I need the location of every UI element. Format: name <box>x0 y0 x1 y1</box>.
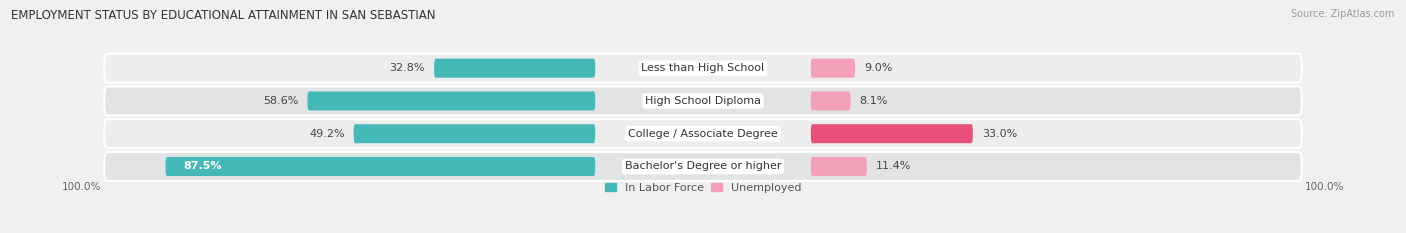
Text: High School Diploma: High School Diploma <box>645 96 761 106</box>
Text: Less than High School: Less than High School <box>641 63 765 73</box>
Text: 87.5%: 87.5% <box>184 161 222 171</box>
Text: Source: ZipAtlas.com: Source: ZipAtlas.com <box>1291 9 1395 19</box>
Text: 32.8%: 32.8% <box>389 63 425 73</box>
FancyBboxPatch shape <box>353 124 595 143</box>
Text: 8.1%: 8.1% <box>859 96 889 106</box>
Legend: In Labor Force, Unemployed: In Labor Force, Unemployed <box>605 183 801 193</box>
Text: 58.6%: 58.6% <box>263 96 298 106</box>
Text: 11.4%: 11.4% <box>876 161 911 171</box>
FancyBboxPatch shape <box>308 91 595 110</box>
FancyBboxPatch shape <box>434 59 595 78</box>
FancyBboxPatch shape <box>104 86 1302 115</box>
FancyBboxPatch shape <box>811 59 855 78</box>
Text: 49.2%: 49.2% <box>309 129 344 139</box>
Text: 33.0%: 33.0% <box>981 129 1017 139</box>
FancyBboxPatch shape <box>811 157 866 176</box>
FancyBboxPatch shape <box>811 124 973 143</box>
FancyBboxPatch shape <box>104 152 1302 181</box>
FancyBboxPatch shape <box>811 91 851 110</box>
FancyBboxPatch shape <box>104 54 1302 82</box>
Text: 100.0%: 100.0% <box>62 182 101 192</box>
Text: EMPLOYMENT STATUS BY EDUCATIONAL ATTAINMENT IN SAN SEBASTIAN: EMPLOYMENT STATUS BY EDUCATIONAL ATTAINM… <box>11 9 436 22</box>
Text: Bachelor's Degree or higher: Bachelor's Degree or higher <box>624 161 782 171</box>
FancyBboxPatch shape <box>104 119 1302 148</box>
FancyBboxPatch shape <box>166 157 595 176</box>
Text: College / Associate Degree: College / Associate Degree <box>628 129 778 139</box>
Text: 9.0%: 9.0% <box>863 63 893 73</box>
Text: 100.0%: 100.0% <box>1305 182 1344 192</box>
